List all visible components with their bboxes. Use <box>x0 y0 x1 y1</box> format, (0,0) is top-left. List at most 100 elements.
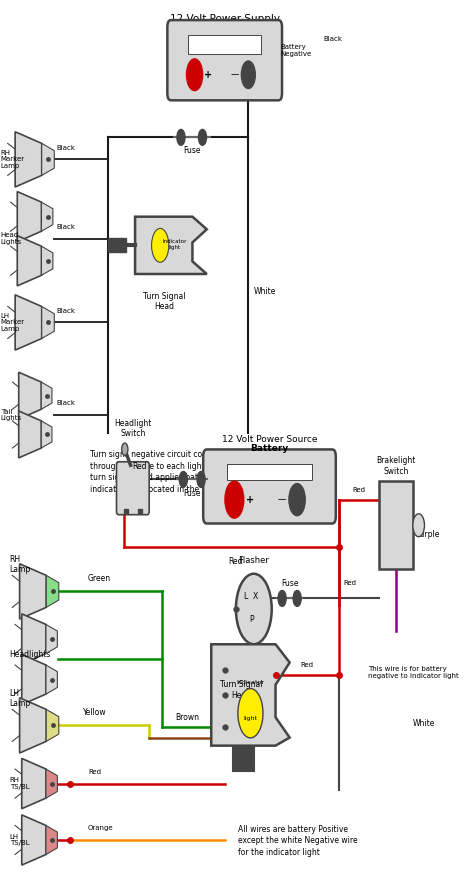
Text: Purple: Purple <box>415 530 439 539</box>
Text: P: P <box>249 615 254 624</box>
Polygon shape <box>22 815 46 865</box>
Circle shape <box>152 229 169 262</box>
Polygon shape <box>46 709 59 742</box>
Text: LH
Lamp: LH Lamp <box>9 689 31 708</box>
Text: Orange: Orange <box>88 826 114 831</box>
Text: Headlight
Switch: Headlight Switch <box>114 419 152 438</box>
Text: Indicator: Indicator <box>237 681 264 685</box>
Text: Indicator
light: Indicator light <box>162 238 187 250</box>
FancyBboxPatch shape <box>167 20 282 101</box>
Text: RH
Lamp: RH Lamp <box>9 555 31 574</box>
Polygon shape <box>46 826 57 855</box>
Text: Fuse: Fuse <box>183 489 201 498</box>
FancyBboxPatch shape <box>203 449 336 524</box>
Circle shape <box>177 130 185 146</box>
Polygon shape <box>18 373 41 419</box>
Circle shape <box>278 591 286 607</box>
Text: +: + <box>246 494 254 505</box>
Text: —: — <box>230 71 239 79</box>
Text: Brakelight
Switch: Brakelight Switch <box>376 457 416 476</box>
Text: —: — <box>277 495 286 504</box>
Text: Red: Red <box>228 557 243 566</box>
Polygon shape <box>15 132 42 187</box>
Text: Red: Red <box>353 487 365 493</box>
Polygon shape <box>22 758 46 809</box>
Circle shape <box>197 472 205 487</box>
Circle shape <box>241 61 255 88</box>
Polygon shape <box>41 246 53 275</box>
Text: Battery: Battery <box>250 444 289 453</box>
Polygon shape <box>135 216 207 274</box>
Text: Red: Red <box>88 769 101 774</box>
Text: Turn Signal
Head: Turn Signal Head <box>220 680 262 699</box>
Text: LH
Marker
Lamp: LH Marker Lamp <box>0 313 25 332</box>
Circle shape <box>199 130 207 146</box>
Text: White: White <box>254 287 276 296</box>
Text: Black: Black <box>56 145 75 151</box>
Text: 12 Volt Power Source: 12 Volt Power Source <box>222 435 317 444</box>
Text: Turn Signal
Head: Turn Signal Head <box>143 291 185 311</box>
Text: White: White <box>413 719 435 728</box>
Circle shape <box>122 443 128 456</box>
Text: Black: Black <box>234 689 255 698</box>
Text: Yellow: Yellow <box>83 707 107 717</box>
Circle shape <box>289 484 305 516</box>
Text: Black: Black <box>56 400 75 406</box>
Circle shape <box>225 481 244 518</box>
Text: RH
TS/BL: RH TS/BL <box>9 777 29 789</box>
Text: Fuse: Fuse <box>183 147 201 155</box>
Text: Blue: Blue <box>259 684 276 693</box>
FancyBboxPatch shape <box>227 464 312 480</box>
Text: +: + <box>204 70 212 79</box>
Polygon shape <box>17 236 41 286</box>
Polygon shape <box>41 382 52 409</box>
Text: Tail
Lights: Tail Lights <box>0 409 22 421</box>
Text: Green: Green <box>88 574 111 583</box>
Polygon shape <box>41 421 52 448</box>
Circle shape <box>236 574 272 645</box>
Polygon shape <box>211 645 290 745</box>
Text: Black: Black <box>56 307 75 313</box>
Polygon shape <box>41 202 53 231</box>
Text: Red: Red <box>301 661 314 668</box>
Text: Fuse: Fuse <box>281 579 299 588</box>
Text: Red: Red <box>343 579 356 585</box>
Text: Turn signs negative circuit connects from battery negative
through the fuse to e: Turn signs negative circuit connects fro… <box>90 450 318 494</box>
Circle shape <box>179 472 187 487</box>
Text: Headlights: Headlights <box>9 651 51 660</box>
Polygon shape <box>46 769 57 798</box>
FancyBboxPatch shape <box>188 35 261 54</box>
Text: Battery
Negative: Battery Negative <box>281 44 312 57</box>
FancyBboxPatch shape <box>108 238 126 253</box>
Text: All wires are battery Positive
except the white Negative wire
for the indicator : All wires are battery Positive except th… <box>238 825 358 857</box>
FancyBboxPatch shape <box>379 481 413 570</box>
Polygon shape <box>46 624 57 653</box>
Polygon shape <box>19 563 46 619</box>
Circle shape <box>238 689 263 738</box>
Circle shape <box>293 591 301 607</box>
Polygon shape <box>22 614 46 664</box>
Polygon shape <box>42 306 55 338</box>
Text: X: X <box>253 592 258 601</box>
Polygon shape <box>42 143 55 176</box>
Text: Black: Black <box>56 224 75 230</box>
FancyBboxPatch shape <box>117 462 149 515</box>
Polygon shape <box>22 654 46 705</box>
Text: RH
Marker
Lamp: RH Marker Lamp <box>0 150 25 169</box>
Text: Black: Black <box>323 36 342 42</box>
Polygon shape <box>46 576 59 608</box>
Polygon shape <box>46 665 57 694</box>
Text: Flasher: Flasher <box>238 556 269 565</box>
Polygon shape <box>17 192 41 242</box>
Text: Head
Lights: Head Lights <box>0 232 22 245</box>
Text: LH
TS/BL: LH TS/BL <box>9 834 29 846</box>
Text: This wire is for battery
negative to indicator light: This wire is for battery negative to ind… <box>368 666 459 679</box>
Text: Red: Red <box>132 462 147 471</box>
Text: light: light <box>244 716 257 721</box>
Polygon shape <box>15 295 42 351</box>
Text: L: L <box>244 592 248 601</box>
Circle shape <box>186 59 203 91</box>
Polygon shape <box>19 698 46 753</box>
Text: Brown: Brown <box>175 713 200 722</box>
FancyBboxPatch shape <box>233 747 254 771</box>
